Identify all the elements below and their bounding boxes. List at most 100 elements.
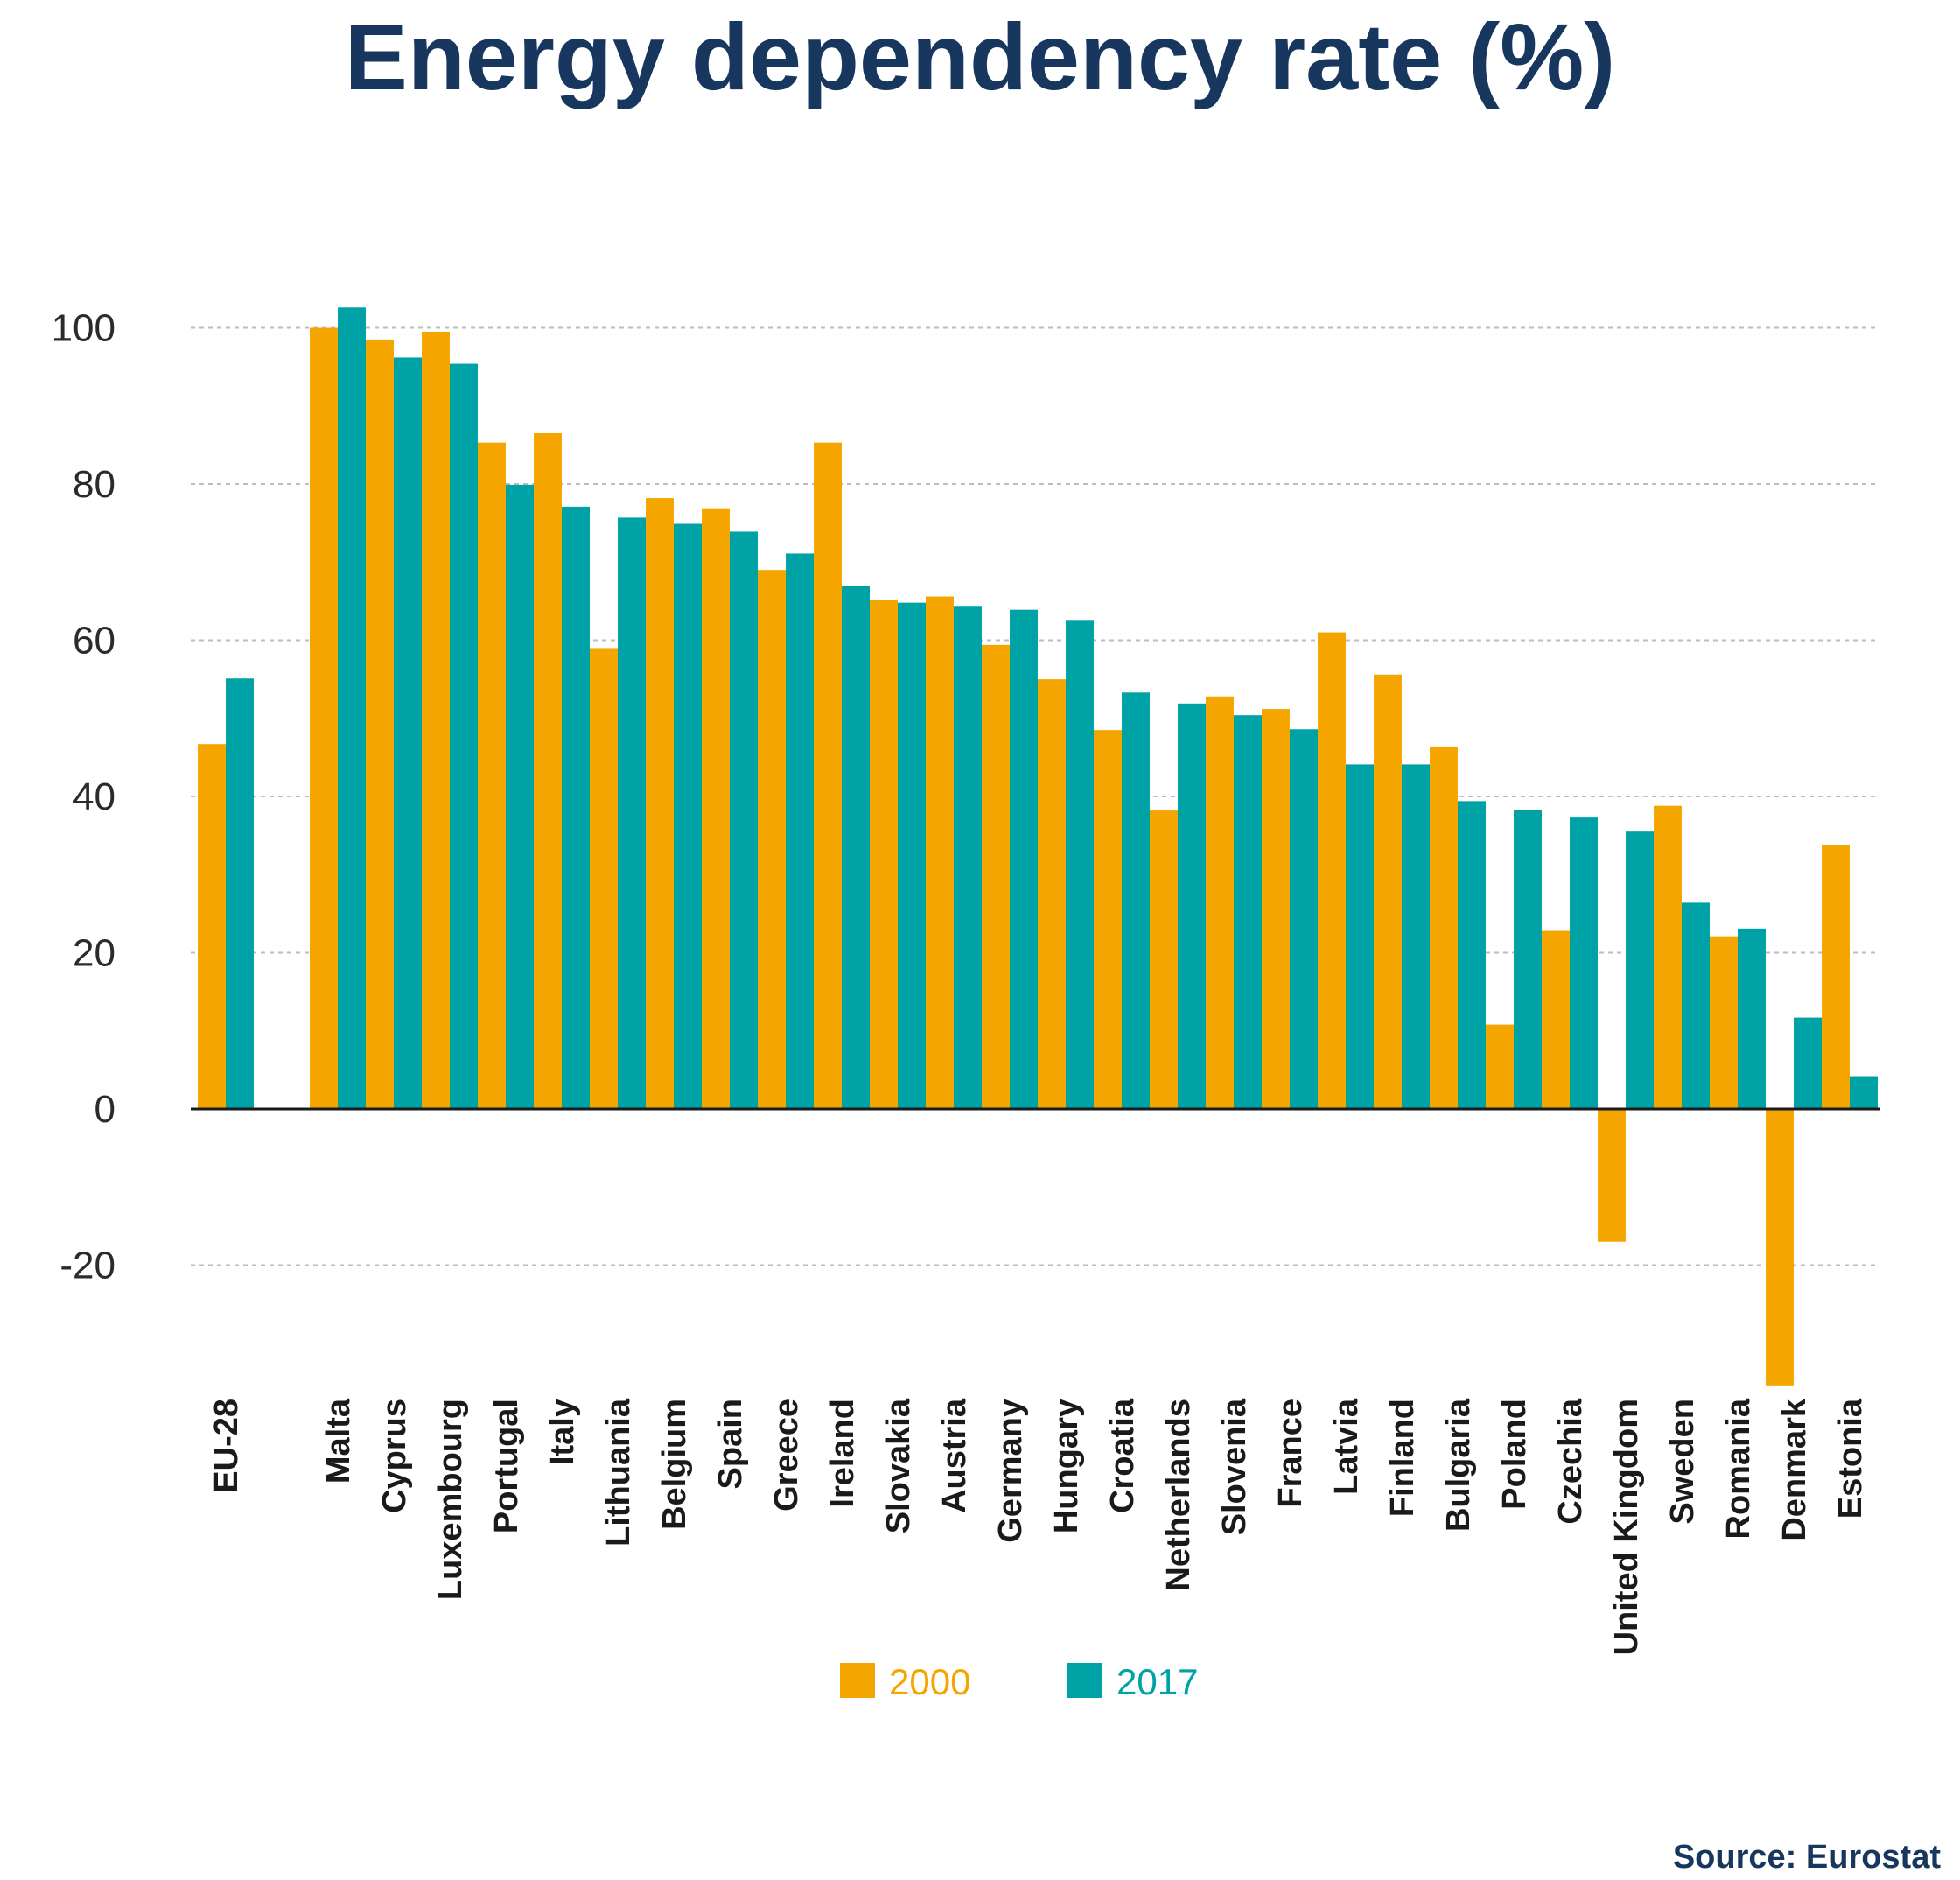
legend-label: 2017 (1116, 1661, 1198, 1702)
bar-2000-united-kingdom (1598, 1109, 1626, 1242)
x-tick-label: Romania (1720, 1398, 1757, 1539)
x-tick-label: Cyprus (376, 1399, 413, 1513)
bar-2017-sweden (1682, 902, 1710, 1109)
bar-2000-france (1262, 709, 1290, 1109)
bars (198, 307, 1878, 1386)
x-tick-label: United Kingdom (1608, 1399, 1645, 1655)
bar-2017-cyprus (394, 357, 422, 1109)
x-tick-label: Latvia (1328, 1398, 1365, 1495)
x-tick-label: Portugal (488, 1399, 525, 1533)
y-tick-label: 100 (52, 307, 116, 350)
bar-2017-france (1290, 729, 1318, 1109)
x-tick-label: Netherlands (1160, 1399, 1197, 1591)
y-tick-label: 20 (73, 932, 116, 975)
x-tick-label: Denmark (1776, 1398, 1813, 1540)
bar-2000-croatia (1094, 730, 1122, 1109)
bar-2017-portugal (506, 484, 534, 1109)
x-tick-label: Poland (1496, 1399, 1533, 1510)
bar-2017-belgium (674, 523, 702, 1109)
bar-2017-spain (730, 531, 758, 1109)
bar-2017-germany (1010, 609, 1038, 1109)
y-tick-label: 40 (73, 775, 116, 818)
x-tick-label: Germany (992, 1399, 1029, 1543)
bar-2017-netherlands (1178, 703, 1206, 1109)
bar-2017-croatia (1122, 692, 1150, 1109)
bar-2000-malta (310, 327, 338, 1109)
bar-2000-slovakia (870, 600, 898, 1109)
bar-2000-poland (1486, 1024, 1514, 1109)
bar-2017-ireland (842, 586, 870, 1109)
bar-2000-sweden (1654, 805, 1682, 1109)
y-axis-ticks: -20 0 20 40 60 80 100 (52, 307, 116, 1287)
bar-2017-latvia (1346, 764, 1374, 1109)
bar-2017-united-kingdom (1626, 831, 1654, 1109)
bar-2017-eu-28 (226, 678, 254, 1109)
x-tick-label: Bulgaria (1440, 1398, 1477, 1532)
x-tick-label: Czechia (1552, 1398, 1589, 1524)
bar-2000-spain (702, 508, 730, 1109)
bar-2017-hungary (1066, 620, 1094, 1109)
bar-2017-lithuania (618, 517, 646, 1109)
bar-2000-hungary (1038, 679, 1066, 1109)
bar-2017-austria (954, 606, 982, 1109)
y-tick-label: 0 (94, 1088, 116, 1131)
x-tick-label: Lithuania (600, 1398, 637, 1547)
bar-2000-slovenia (1206, 696, 1234, 1109)
x-tick-label: Malta (320, 1398, 357, 1484)
legend-swatch (1068, 1663, 1102, 1698)
bar-2000-greece (758, 570, 786, 1109)
bar-2017-italy (562, 506, 590, 1109)
x-tick-label: Belgium (656, 1399, 693, 1530)
bar-2017-finland (1402, 764, 1430, 1109)
bar-2017-estonia (1850, 1076, 1878, 1109)
bar-2000-eu-28 (198, 744, 226, 1109)
x-tick-label: Slovakia (880, 1398, 917, 1533)
bar-2000-ireland (814, 442, 842, 1109)
y-tick-label: 60 (73, 620, 116, 663)
bar-2000-bulgaria (1430, 746, 1458, 1109)
bar-2017-czechia (1570, 817, 1598, 1109)
x-axis-ticks: EU-28 Malta Cyprus Luxembourg Portugal Italy L… (208, 1398, 1869, 1655)
bar-2017-greece (786, 553, 814, 1109)
bar-2000-latvia (1318, 632, 1346, 1109)
bar-2017-slovakia (898, 602, 926, 1109)
bar-2000-portugal (478, 442, 506, 1109)
x-tick-label: Austria (936, 1398, 973, 1513)
bar-2000-romania (1710, 936, 1738, 1109)
bar-2017-denmark (1794, 1017, 1822, 1109)
bar-2000-austria (926, 596, 954, 1109)
source-note: Source: Eurostat (1672, 1839, 1941, 1876)
x-tick-label: Luxembourg (432, 1399, 469, 1600)
bar-2000-netherlands (1150, 810, 1178, 1109)
bar-2000-lithuania (590, 648, 618, 1109)
bar-2000-luxembourg (422, 331, 450, 1109)
chart-title: Energy dependency rate (%) (344, 4, 1616, 109)
legend-swatch (840, 1663, 875, 1698)
bar-2000-denmark (1766, 1109, 1794, 1386)
x-tick-label: EU-28 (208, 1399, 245, 1493)
x-tick-label: France (1272, 1399, 1309, 1508)
bar-2017-slovenia (1234, 715, 1262, 1109)
bar-2000-italy (534, 432, 562, 1109)
bar-2000-finland (1374, 674, 1402, 1109)
bar-2017-poland (1514, 810, 1542, 1109)
x-tick-label: Croatia (1104, 1398, 1141, 1513)
x-tick-label: Finland (1384, 1399, 1421, 1517)
y-tick-label: -20 (60, 1245, 116, 1287)
bar-2000-cyprus (366, 339, 394, 1109)
bar-2000-estonia (1822, 845, 1850, 1109)
x-tick-label: Spain (712, 1399, 749, 1489)
bar-2017-malta (338, 307, 366, 1109)
legend: 2000 2017 (840, 1661, 1198, 1702)
x-tick-label: Italy (544, 1399, 581, 1465)
x-tick-label: Estonia (1832, 1398, 1869, 1519)
bar-2000-czechia (1542, 930, 1570, 1109)
x-tick-label: Hungary (1048, 1399, 1085, 1533)
y-tick-label: 80 (73, 463, 116, 506)
x-tick-label: Ireland (824, 1399, 861, 1508)
bar-2000-germany (982, 644, 1010, 1109)
x-tick-label: Sweden (1664, 1399, 1701, 1525)
bar-2017-luxembourg (450, 363, 478, 1109)
x-tick-label: Greece (768, 1399, 805, 1512)
